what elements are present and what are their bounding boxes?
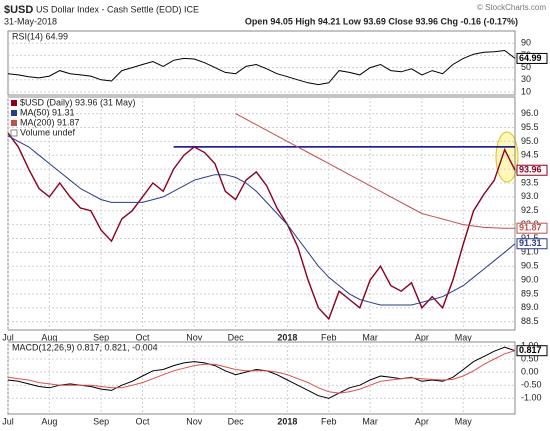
y-tick-label: 89.0 [521,302,539,312]
series-line [7,49,516,86]
x-tick-label: 2018 [277,416,297,426]
x-tick-label: Oct [136,416,151,426]
y-tick-label: 91.0 [521,247,539,257]
x-tick-label: Sep [93,332,109,342]
x-tick-label: Mar [362,332,378,342]
panel-title: MACD(12,26,9) 0.817, 0.821, -0.004 [12,342,158,352]
y-tick-label: -0.50 [521,380,542,390]
value-tag-label: 0.817 [519,345,542,355]
x-tick-label: Feb [321,332,337,342]
y-tick-label: 10 [521,86,531,96]
value-tag [516,164,548,176]
series-line [7,346,516,399]
value-tag-label: 91.31 [519,238,542,248]
x-tick-label: Nov [186,416,203,426]
x-tick-label: Feb [321,416,337,426]
y-tick-label: 94.5 [521,150,539,160]
x-tick-label: Sep [93,416,109,426]
x-tick-label: Mar [362,416,378,426]
x-tick-label: Nov [186,332,203,342]
x-tick-label: May [455,416,473,426]
panel-frame [7,96,516,331]
credit: © StockCharts.com [477,3,546,12]
value-tag-label: 93.96 [519,165,542,175]
x-tick-label: Apr [415,332,429,342]
value-tag [516,52,548,64]
x-tick-label: Jul [2,416,14,426]
y-tick-label: 0.50 [521,353,539,363]
y-tick-label: -1.00 [521,393,542,403]
symbol-name: US Dollar Index - Cash Settle (EOD) ICE [36,4,199,14]
y-tick-label: 88.5 [521,316,539,326]
y-tick-label: 96.0 [521,108,539,118]
y-tick-label: 30 [521,74,531,84]
x-tick-label: 2018 [277,332,297,342]
series-line [7,350,516,394]
series-line [235,113,515,229]
x-tick-label: Dec [228,416,245,426]
x-tick-label: Dec [228,332,245,342]
y-tick-label: 93.5 [521,177,539,187]
legend-swatch [11,120,17,126]
x-tick-label: Aug [41,332,57,342]
y-tick-label: 50 [521,62,531,72]
y-tick-label: 93.0 [521,191,539,201]
series-line [7,132,516,321]
value-tag-label: 64.99 [519,53,542,63]
date: 31-May-2018 [4,16,57,26]
x-tick-label: Oct [136,332,151,342]
y-tick-label: 90 [521,38,531,48]
panel-frame [7,341,516,415]
y-tick-label: 89.5 [521,288,539,298]
y-tick-label: 95.0 [521,136,539,146]
legend-swatch [10,129,18,137]
legend-swatch [11,110,17,116]
symbol: $USD [4,4,33,16]
y-tick-label: 90.0 [521,274,539,284]
x-tick-label: Apr [415,416,429,426]
legend-label: $USD (Daily) 93.96 (31 May) [20,97,136,107]
legend-label: MA(200) 91.87 [20,117,80,127]
value-tag [516,238,548,250]
series-line [7,135,516,306]
y-tick-label: 95.5 [521,122,539,132]
legend-swatch [11,100,17,106]
x-tick-label: May [455,332,473,342]
x-tick-label: Jul [2,332,14,342]
y-tick-label: 92.5 [521,205,539,215]
panel-title: RSI(14) 64.99 [12,31,68,41]
value-tag [516,222,548,234]
value-tag [516,345,548,357]
legend-label: Volume undef [20,127,76,137]
y-tick-label: 91.5 [521,233,539,243]
panel-frame [7,30,516,96]
x-tick-label: Aug [41,416,57,426]
y-tick-label: 0.00 [521,366,539,376]
y-tick-label: 90.5 [521,261,539,271]
quote: Open 94.05 High 94.21 Low 93.69 Close 93… [245,16,518,26]
legend-label: MA(50) 91.31 [20,107,75,117]
value-tag-label: 91.87 [519,223,542,233]
